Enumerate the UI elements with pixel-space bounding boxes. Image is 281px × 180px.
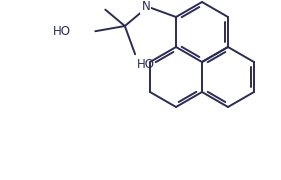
Text: N: N [141, 0, 150, 13]
Text: HO: HO [137, 58, 155, 71]
Text: HO: HO [53, 25, 71, 38]
